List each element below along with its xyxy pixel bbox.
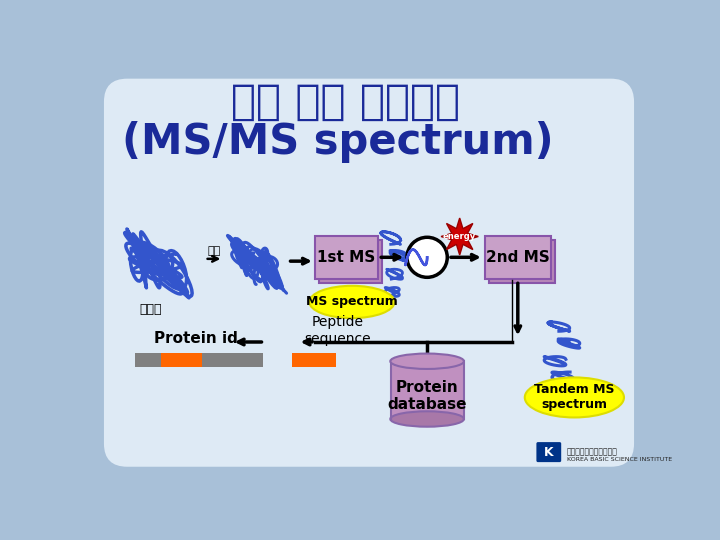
- Bar: [135, 353, 263, 367]
- Text: Protein id: Protein id: [154, 330, 238, 346]
- FancyBboxPatch shape: [319, 240, 382, 284]
- Text: 1st MS: 1st MS: [318, 250, 376, 265]
- Text: (MS/MS spectrum): (MS/MS spectrum): [122, 121, 554, 163]
- Text: 2nd MS: 2nd MS: [486, 250, 549, 265]
- Bar: [292, 353, 336, 367]
- Text: MS spectrum: MS spectrum: [306, 295, 398, 308]
- Polygon shape: [441, 218, 478, 255]
- Text: energy: energy: [443, 232, 477, 241]
- Text: Tandem MS
spectrum: Tandem MS spectrum: [534, 383, 615, 411]
- FancyBboxPatch shape: [315, 236, 378, 279]
- Ellipse shape: [525, 377, 624, 417]
- FancyBboxPatch shape: [536, 442, 561, 462]
- Text: Protein
database: Protein database: [387, 380, 467, 412]
- FancyBboxPatch shape: [485, 236, 551, 279]
- Bar: [391, 361, 464, 419]
- Text: 효소: 효소: [207, 246, 220, 256]
- Ellipse shape: [390, 354, 464, 369]
- Text: Peptide
sequence: Peptide sequence: [305, 315, 372, 346]
- Bar: [161, 353, 202, 367]
- Text: 탄뎀 질량 스펙트럼: 탄뎀 질량 스펙트럼: [231, 81, 460, 123]
- Ellipse shape: [310, 286, 395, 318]
- Text: 단백질: 단백질: [139, 303, 162, 316]
- FancyBboxPatch shape: [489, 240, 555, 284]
- Circle shape: [407, 237, 447, 278]
- FancyBboxPatch shape: [104, 79, 634, 467]
- Text: KOREA BASIC SCIENCE INSTITUTE: KOREA BASIC SCIENCE INSTITUTE: [567, 457, 672, 462]
- Text: K: K: [544, 446, 554, 458]
- Ellipse shape: [390, 411, 464, 427]
- Text: 한국기초과학지원연구원: 한국기초과학지원연구원: [567, 448, 618, 457]
